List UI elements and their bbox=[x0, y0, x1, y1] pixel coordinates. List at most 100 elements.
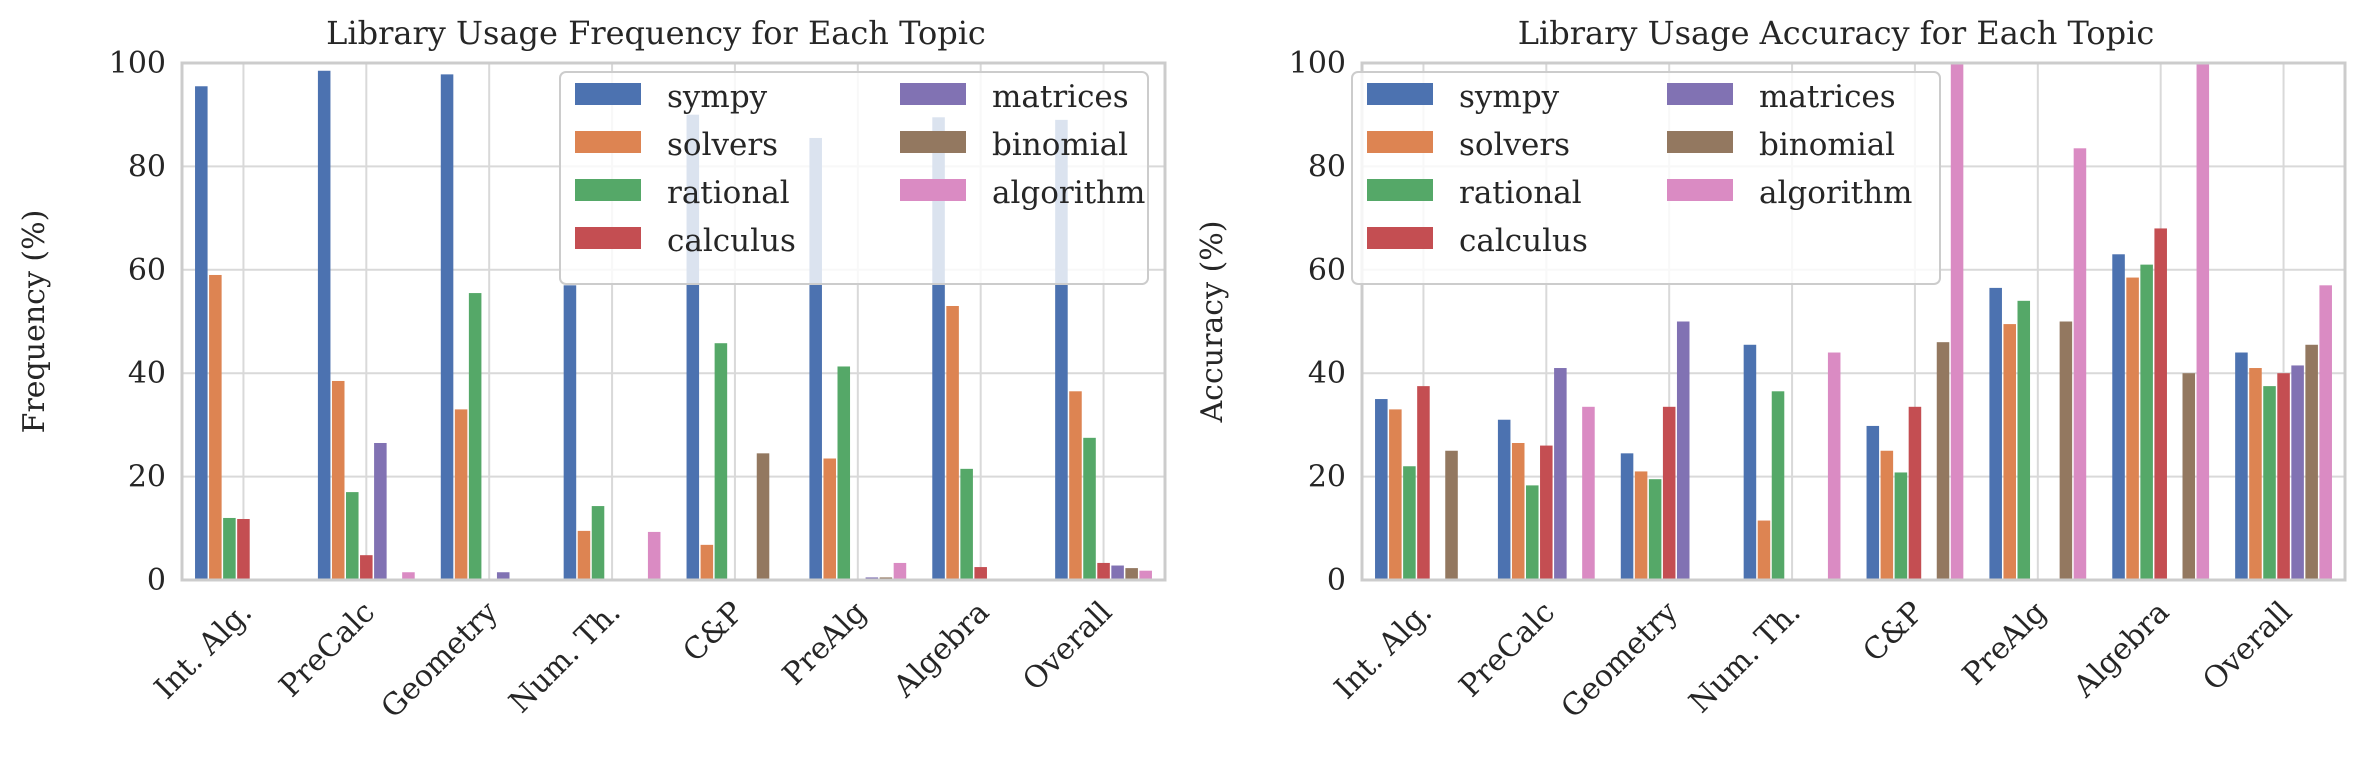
bar-sympy-int-alg bbox=[1375, 399, 1388, 580]
bar-binomial-algebra bbox=[2182, 373, 2196, 580]
x-tick-label-geometry: Geometry bbox=[1555, 595, 1685, 725]
y-tick-label: 20 bbox=[128, 460, 166, 495]
bar-sympy-overall bbox=[2235, 352, 2248, 580]
bar-rational-int-alg bbox=[1403, 466, 1416, 580]
bar-calculus-int-alg bbox=[237, 518, 250, 580]
y-axis-label: Frequency (%) bbox=[17, 210, 52, 434]
bar-matrices-geometry bbox=[1676, 321, 1690, 580]
bar-sympy-num-th bbox=[1743, 344, 1757, 580]
chart-title: Library Usage Accuracy for Each Topic bbox=[1518, 14, 2155, 52]
bar-calculus-algebra bbox=[2154, 228, 2167, 580]
bar-calculus-c-p bbox=[1908, 406, 1922, 580]
bar-sympy-c-p bbox=[1866, 425, 1880, 580]
y-tick-label: 60 bbox=[1308, 253, 1346, 288]
bar-algorithm-c-p bbox=[1950, 63, 1964, 580]
bar-rational-overall bbox=[1083, 437, 1096, 580]
bar-solvers-overall bbox=[2249, 368, 2262, 580]
bar-calculus-precalc bbox=[1540, 445, 1553, 580]
bar-rational-int-alg bbox=[223, 517, 236, 580]
bar-solvers-c-p bbox=[1880, 450, 1894, 580]
bar-rational-precalc bbox=[1525, 485, 1539, 580]
bar-rational-geometry bbox=[468, 293, 482, 580]
chart-title: Library Usage Frequency for Each Topic bbox=[326, 14, 986, 52]
y-tick-label: 80 bbox=[128, 149, 166, 184]
bar-binomial-c-p bbox=[1936, 342, 1950, 580]
bar-calculus-overall bbox=[2277, 373, 2290, 580]
bar-rational-c-p bbox=[1894, 472, 1908, 580]
x-tick-label-precalc: PreCalc bbox=[1453, 595, 1562, 704]
x-tick-label-c-p: C&P bbox=[676, 595, 750, 669]
x-tick-label-overall: Overall bbox=[1016, 595, 1119, 698]
legend-label-matrices: matrices bbox=[1759, 79, 1896, 115]
y-tick-label: 100 bbox=[1289, 46, 1346, 81]
bar-rational-num-th bbox=[591, 506, 605, 580]
y-tick-label: 20 bbox=[1308, 460, 1346, 495]
bar-sympy-geometry bbox=[1620, 453, 1634, 580]
legend-label-algorithm: algorithm bbox=[992, 175, 1145, 211]
bar-solvers-overall bbox=[1069, 391, 1082, 580]
bar-solvers-algebra bbox=[946, 305, 959, 580]
y-tick-label: 80 bbox=[1308, 149, 1346, 184]
bar-algorithm-precalc bbox=[1582, 406, 1595, 580]
legend-swatch-matrices bbox=[1667, 83, 1733, 105]
bar-algorithm-prealg bbox=[893, 562, 907, 580]
bar-algorithm-num-th bbox=[647, 531, 661, 580]
bar-sympy-geometry bbox=[440, 74, 454, 581]
legend-label-solvers: solvers bbox=[667, 127, 778, 163]
y-tick-label: 40 bbox=[1308, 356, 1346, 391]
bar-rational-prealg bbox=[2017, 300, 2031, 580]
x-tick-label-num-th: Num. Th. bbox=[1683, 595, 1808, 720]
bar-calculus-precalc bbox=[360, 555, 373, 580]
bar-solvers-c-p bbox=[700, 544, 714, 580]
x-tick-label-geometry: Geometry bbox=[375, 595, 505, 725]
bar-algorithm-precalc bbox=[402, 572, 415, 580]
x-tick-label-precalc: PreCalc bbox=[273, 595, 382, 704]
legend-swatch-calculus bbox=[1367, 227, 1433, 249]
bar-sympy-int-alg bbox=[195, 86, 208, 580]
legend-label-rational: rational bbox=[1459, 175, 1582, 211]
legend-swatch-rational bbox=[575, 179, 641, 201]
y-tick-label: 60 bbox=[128, 253, 166, 288]
legend-swatch-calculus bbox=[575, 227, 641, 249]
bar-solvers-precalc bbox=[331, 380, 345, 580]
legend-swatch-binomial bbox=[900, 131, 966, 153]
legend: sympy solvers rational calculus matrices bino… bbox=[559, 71, 1149, 285]
plot-frame bbox=[1360, 61, 2347, 582]
y-tick-label: 0 bbox=[147, 563, 166, 598]
bar-solvers-int-alg bbox=[1389, 409, 1402, 580]
x-tick-label-prealg: PreAlg bbox=[1956, 595, 2053, 692]
bar-sympy-algebra bbox=[2112, 254, 2125, 581]
legend-label-solvers: solvers bbox=[1459, 127, 1570, 163]
bar-matrices-overall bbox=[1111, 565, 1124, 580]
bar-matrices-geometry bbox=[496, 572, 510, 580]
bar-rational-geometry bbox=[1648, 479, 1662, 580]
chart-panel-2: 0 20 40 60 80 100 Int. Alg. PreCalcGeometryNum.… bbox=[1195, 14, 2347, 725]
bar-solvers-prealg bbox=[2003, 324, 2016, 580]
legend-label-calculus: calculus bbox=[1459, 223, 1588, 259]
bar-solvers-geometry bbox=[454, 409, 468, 580]
bar-solvers-prealg bbox=[823, 458, 836, 580]
legend-label-binomial: binomial bbox=[1759, 127, 1895, 163]
bar-rational-precalc bbox=[345, 492, 359, 580]
plot-frame bbox=[180, 61, 1167, 582]
bar-sympy-num-th bbox=[563, 285, 577, 580]
legend-swatch-solvers bbox=[575, 131, 641, 153]
bar-binomial-prealg bbox=[2059, 321, 2073, 580]
y-axis-label: Accuracy (%) bbox=[1195, 220, 1230, 423]
bar-binomial-c-p bbox=[756, 453, 770, 580]
legend-label-sympy: sympy bbox=[1459, 79, 1560, 115]
bar-calculus-geometry bbox=[1662, 406, 1676, 580]
legend-label-binomial: binomial bbox=[992, 127, 1128, 163]
bar-algorithm-overall bbox=[2319, 285, 2332, 580]
bar-rational-prealg bbox=[837, 366, 851, 580]
bar-calculus-algebra bbox=[974, 567, 987, 580]
bar-solvers-int-alg bbox=[209, 274, 222, 580]
bar-matrices-overall bbox=[2291, 365, 2304, 580]
legend-swatch-rational bbox=[1367, 179, 1433, 201]
y-tick-label: 40 bbox=[128, 356, 166, 391]
legend-swatch-solvers bbox=[1367, 131, 1433, 153]
legend-frame bbox=[559, 71, 1149, 285]
legend: sympy solvers rational calculus matrices bino… bbox=[1351, 71, 1941, 285]
bar-algorithm-num-th bbox=[1827, 352, 1841, 580]
